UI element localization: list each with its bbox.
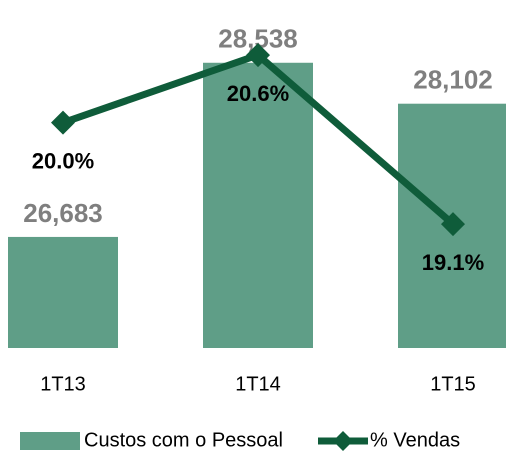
line-marker	[441, 212, 465, 237]
line-value-label: 20.0%	[32, 148, 94, 173]
line-marker	[246, 43, 270, 68]
legend-label: Custos com o Pessoal	[84, 429, 283, 451]
line-marker	[51, 110, 75, 135]
line-value-label: 20.6%	[227, 81, 289, 106]
line-value-label: 19.1%	[422, 250, 484, 275]
bar	[203, 62, 313, 348]
bar-value-label: 26,683	[23, 198, 103, 228]
bar	[8, 236, 118, 348]
bar-value-label: 28,102	[413, 65, 493, 95]
x-tick-label: 1T14	[235, 373, 281, 395]
legend-label: % Vendas	[370, 429, 460, 451]
legend-swatch	[333, 431, 353, 451]
legend-swatch	[20, 432, 80, 450]
x-tick-label: 1T15	[430, 373, 476, 395]
x-tick-label: 1T13	[40, 373, 86, 395]
